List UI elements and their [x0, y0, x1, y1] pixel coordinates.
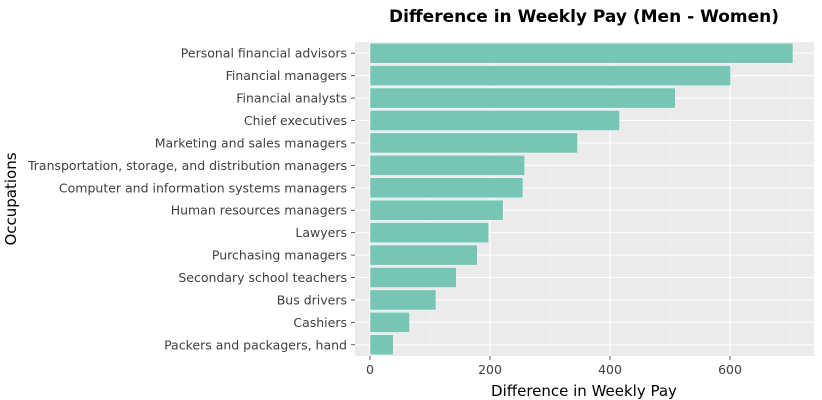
- x-axis-tick-labels: 0 200 400 600: [366, 356, 742, 377]
- bar: [369, 244, 478, 266]
- x-tick-label: 0: [366, 362, 374, 377]
- chart-title: Difference in Weekly Pay (Men - Women): [389, 7, 779, 27]
- x-tick-label: 200: [478, 362, 502, 377]
- category-label: Computer and information systems manager…: [59, 180, 347, 195]
- y-axis-tick-labels: Personal financial advisors Financial man…: [27, 46, 355, 352]
- bars-group: [369, 42, 794, 356]
- bar: [369, 132, 578, 154]
- x-axis-title: Difference in Weekly Pay: [491, 382, 677, 400]
- bar: [369, 42, 794, 64]
- bar: [369, 267, 457, 288]
- category-label: Chief executives: [244, 113, 347, 128]
- category-label: Human resources managers: [171, 203, 347, 218]
- category-label: Purchasing managers: [212, 248, 347, 263]
- bar: [369, 312, 410, 333]
- bar: [369, 87, 676, 109]
- category-label: Cashiers: [293, 315, 347, 330]
- category-label: Financial analysts: [236, 91, 347, 106]
- category-label: Bus drivers: [277, 292, 347, 307]
- category-label: Secondary school teachers: [178, 270, 347, 285]
- bar: [369, 177, 524, 199]
- category-label: Financial managers: [226, 68, 347, 83]
- bar: [369, 110, 620, 131]
- category-label: Marketing and sales managers: [155, 135, 347, 150]
- bar: [369, 155, 526, 176]
- bar: [369, 334, 394, 356]
- category-label: Lawyers: [295, 225, 347, 240]
- category-label: Personal financial advisors: [181, 46, 347, 61]
- x-tick-label: 400: [598, 362, 622, 377]
- bar: [369, 289, 437, 311]
- y-axis-title: Occupations: [2, 152, 20, 245]
- category-label: Packers and packagers, hand: [164, 337, 347, 352]
- bar: [369, 65, 731, 86]
- bar: [369, 222, 490, 243]
- x-tick-label: 600: [718, 362, 742, 377]
- bar: [369, 199, 504, 221]
- category-label: Transportation, storage, and distributio…: [27, 158, 347, 173]
